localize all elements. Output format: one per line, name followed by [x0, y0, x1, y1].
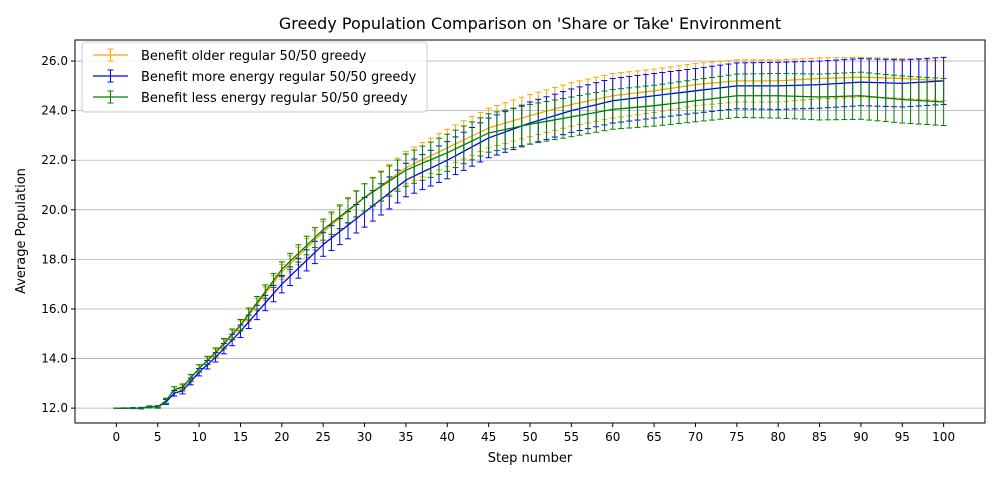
x-tick-label: 85: [812, 430, 827, 444]
x-tick-label: 20: [274, 430, 289, 444]
x-tick-label: 40: [440, 430, 455, 444]
x-tick-label: 5: [154, 430, 162, 444]
x-tick-label: 50: [522, 430, 537, 444]
legend-label-older: Benefit older regular 50/50 greedy: [141, 49, 367, 64]
x-tick-label: 65: [646, 430, 661, 444]
legend-line-less-energy: [93, 90, 128, 104]
x-tick-label: 75: [729, 430, 744, 444]
x-tick-label: 100: [932, 430, 955, 444]
x-tick-label: 35: [398, 430, 413, 444]
x-tick-label: 45: [481, 430, 496, 444]
legend: Benefit older regular 50/50 greedy Benef…: [81, 41, 428, 113]
x-tick-label: 0: [113, 430, 121, 444]
legend-box: [81, 41, 428, 113]
y-tick-label: 24.0: [41, 104, 68, 118]
x-tick-label: 70: [688, 430, 703, 444]
legend-line-more-energy: [93, 69, 128, 83]
y-tick-label: 18.0: [41, 252, 68, 266]
series-less-energy: [113, 71, 947, 410]
y-tick-label: 26.0: [41, 54, 68, 68]
x-axis: 0 5 10 15 20 25 30 35 40 45 50 55 60 65 70 75 80 85 90 95 10…: [113, 423, 955, 444]
y-axis-label: Average Population: [14, 168, 29, 294]
x-tick-label: 55: [564, 430, 579, 444]
x-tick-label: 30: [357, 430, 372, 444]
y-axis: 12.0 14.0 16.0 18.0 20.0 22.0 24.0 26.0: [41, 54, 75, 415]
series-line: [116, 95, 944, 409]
legend-label-more-energy: Benefit more energy regular 50/50 greedy: [141, 70, 417, 85]
y-tick-label: 22.0: [41, 153, 68, 167]
x-tick-label: 95: [895, 430, 910, 444]
legend-item-less-energy: Benefit less energy regular 50/50 greedy: [93, 90, 408, 106]
x-tick-label: 10: [191, 430, 206, 444]
chart-title: Greedy Population Comparison on 'Share o…: [279, 14, 781, 33]
legend-label-less-energy: Benefit less energy regular 50/50 greedy: [141, 91, 408, 106]
x-tick-label: 90: [853, 430, 868, 444]
legend-item-older: Benefit older regular 50/50 greedy: [93, 48, 367, 64]
y-tick-label: 16.0: [41, 302, 68, 316]
x-axis-label: Step number: [488, 451, 573, 466]
x-tick-label: 25: [316, 430, 331, 444]
legend-line-older: [93, 48, 128, 62]
y-tick-label: 14.0: [41, 352, 68, 366]
legend-item-more-energy: Benefit more energy regular 50/50 greedy: [93, 69, 417, 85]
x-tick-label: 80: [771, 430, 786, 444]
series-layer: [113, 56, 947, 410]
x-tick-label: 15: [233, 430, 248, 444]
x-tick-label: 60: [605, 430, 620, 444]
y-tick-label: 20.0: [41, 203, 68, 217]
y-tick-label: 12.0: [41, 401, 68, 415]
